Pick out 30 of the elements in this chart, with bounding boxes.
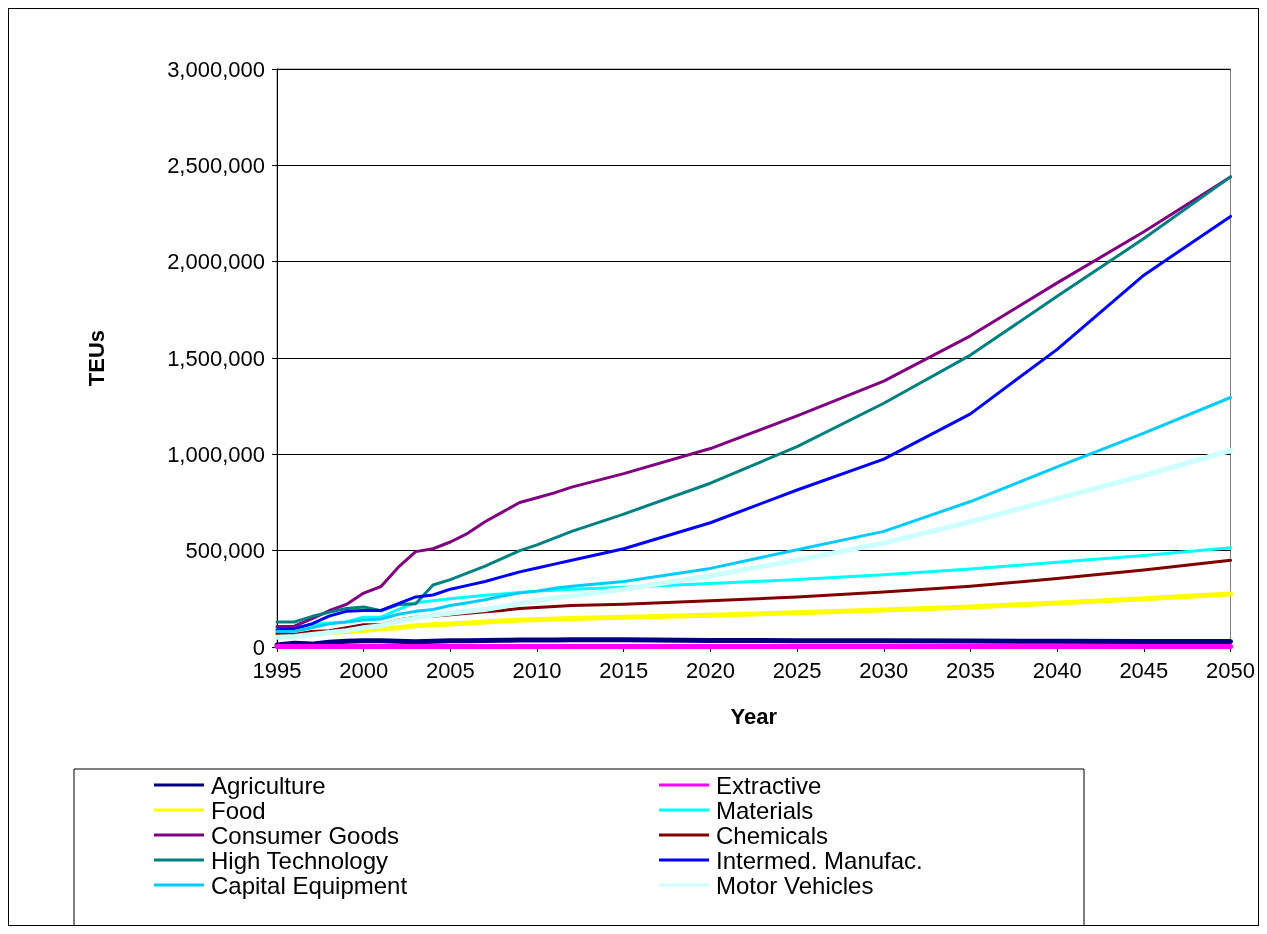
x-tick-label: 1995 — [252, 657, 302, 683]
x-tick-label: 2010 — [512, 657, 562, 683]
y-tick-label: 3,000,000 — [167, 56, 265, 82]
legend-label: Chemicals — [716, 821, 829, 849]
x-tick-label: 2035 — [946, 657, 995, 683]
y-tick-label: 1,500,000 — [167, 345, 265, 371]
x-axis-title: Year — [730, 703, 778, 729]
legend-label: High Technology — [211, 846, 389, 874]
legend-label: Materials — [716, 796, 814, 824]
x-tick-label: 2045 — [1119, 657, 1169, 683]
y-tick-label: 2,000,000 — [167, 249, 265, 275]
x-tick-label: 2005 — [425, 657, 475, 683]
x-tick-label: 2050 — [1206, 657, 1256, 683]
y-tick-label: 0 — [252, 634, 265, 660]
line-series — [275, 396, 1233, 634]
x-tick-label: 2040 — [1032, 657, 1082, 683]
y-tick-label: 500,000 — [185, 538, 265, 564]
legend-label: Intermed. Manufac. — [716, 846, 923, 874]
x-tick-label: 2025 — [772, 657, 822, 683]
x-tick-label: 2020 — [685, 657, 735, 683]
y-tick-label: 1,000,000 — [167, 441, 265, 467]
x-tick-label: 2000 — [339, 657, 389, 683]
legend-label: Motor Vehicles — [716, 871, 874, 899]
y-tick-label: 2,500,000 — [167, 152, 265, 178]
x-tick-label: 2030 — [859, 657, 909, 683]
legend-label: Consumer Goods — [211, 821, 400, 849]
x-tick-label: 2015 — [599, 657, 649, 683]
legend-label: Extractive — [716, 771, 822, 799]
y-axis-title: TEUs — [83, 329, 109, 387]
legend-label: Agriculture — [211, 771, 326, 799]
